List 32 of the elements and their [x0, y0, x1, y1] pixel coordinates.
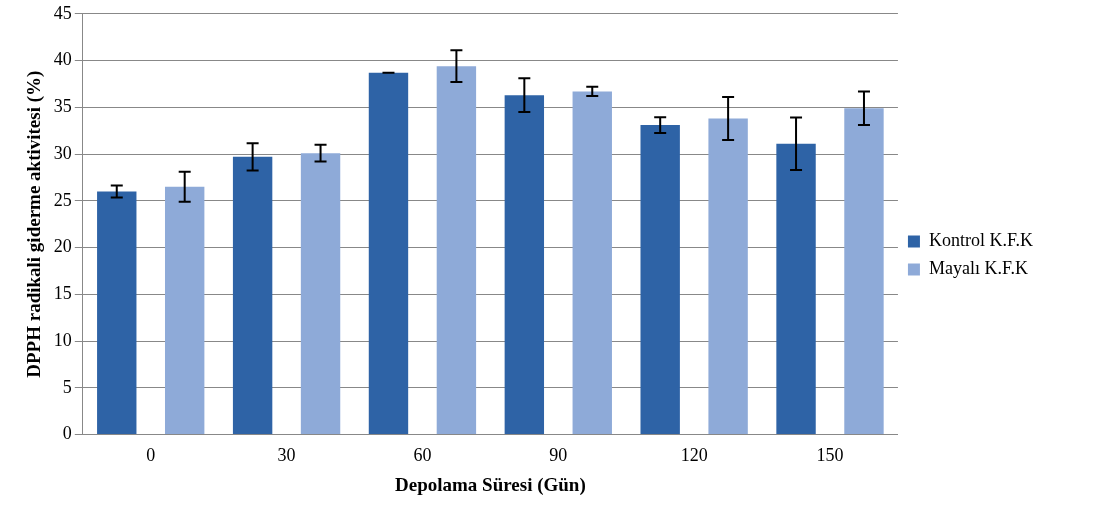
y-tick-label: 40 [53, 49, 72, 70]
bar [844, 108, 884, 435]
bar [97, 191, 137, 435]
bar [436, 66, 477, 435]
y-tick-label: 25 [53, 189, 72, 210]
x-tick-label: 150 [816, 445, 844, 466]
legend-label: Kontrol K.F.K [928, 230, 1033, 251]
y-tick-label: 45 [53, 2, 72, 23]
y-tick-label: 15 [53, 283, 72, 304]
bar [572, 91, 612, 435]
x-tick-label: 90 [549, 445, 568, 466]
legend-label: Mayalı K.F.K [928, 258, 1028, 279]
y-tick-label: 30 [53, 142, 72, 163]
y-tick-label: 10 [53, 329, 72, 350]
x-tick-label: 30 [277, 445, 296, 466]
x-tick-label: 0 [146, 445, 156, 466]
y-tick-label: 5 [62, 376, 72, 397]
bar [300, 153, 341, 435]
x-axis-title: Depolama Süresi (Gün) [395, 473, 586, 496]
x-tick-label: 60 [413, 445, 432, 466]
bar [640, 125, 680, 435]
bar [504, 95, 545, 435]
bar [776, 143, 816, 435]
y-axis-title: DPPH radikali giderme aktivitesi (%) [23, 70, 46, 378]
bar [232, 156, 273, 435]
bar [164, 186, 205, 435]
y-tick-label: 35 [53, 96, 72, 117]
bar [708, 118, 748, 435]
y-tick-label: 0 [62, 423, 72, 444]
y-tick-label: 20 [53, 236, 72, 257]
x-tick-label: 120 [680, 445, 708, 466]
bar [368, 72, 409, 435]
